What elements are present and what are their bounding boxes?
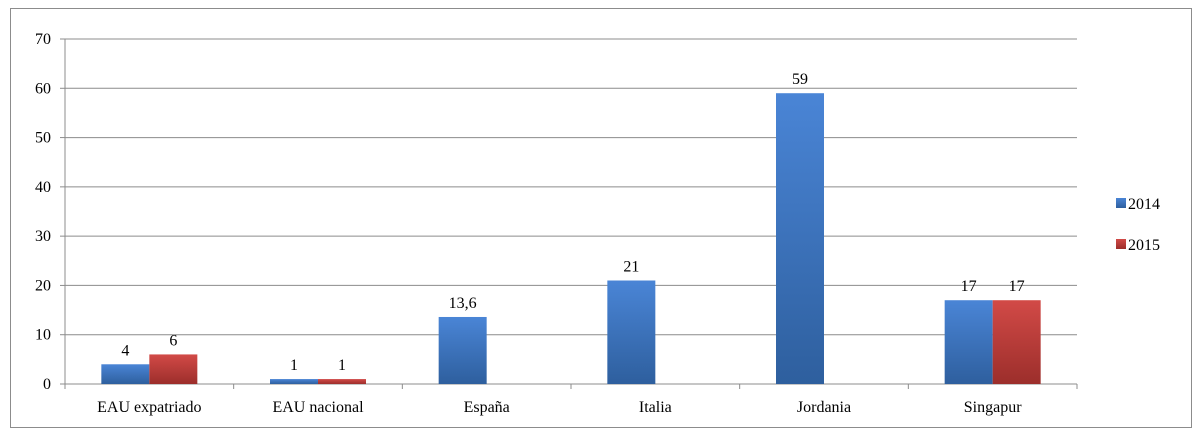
bar-2014-5	[944, 300, 993, 384]
y-tick-label: 40	[35, 179, 51, 196]
data-label-2014-1: 1	[290, 357, 298, 374]
category-label: España	[464, 399, 510, 416]
legend-swatch-2014	[1116, 198, 1126, 208]
category-label: Italia	[639, 399, 672, 416]
y-tick-label: 50	[35, 130, 51, 147]
y-tick-label: 60	[35, 80, 51, 97]
bar-2015-5	[992, 300, 1041, 384]
data-label-2014-5: 17	[961, 278, 977, 295]
bar-2014-1	[270, 379, 318, 384]
data-label-2014-0: 4	[121, 342, 129, 359]
data-label-2014-2: 13,6	[449, 295, 477, 312]
category-label: Jordania	[797, 399, 851, 416]
bar-2014-0	[101, 364, 150, 384]
y-tick-label: 10	[35, 327, 51, 344]
legend-swatch-2015	[1116, 239, 1126, 249]
category-label: Singapur	[964, 399, 1022, 416]
y-tick-label: 30	[35, 228, 51, 245]
legend-label-2015: 2015	[1128, 237, 1160, 254]
bar-2014-3	[607, 280, 656, 384]
data-label-2014-3: 21	[623, 259, 639, 276]
data-label-2014-4: 59	[792, 71, 808, 88]
bar-2014-2	[438, 316, 487, 384]
y-tick-label: 70	[35, 31, 51, 48]
bar-2015-1	[318, 379, 366, 384]
category-label: EAU nacional	[272, 399, 364, 416]
category-label: EAU expatriado	[97, 399, 201, 416]
bar-2015-0	[149, 354, 198, 384]
labels: 0 10 20 30 40 50 60 70 4 6 EAU expatriado 1 1 EAU nac…	[35, 31, 1025, 416]
data-label-2015-1: 1	[338, 357, 346, 374]
legend-label-2014: 2014	[1128, 196, 1160, 213]
legend: 2014 2015	[1116, 196, 1160, 254]
gridlines	[65, 38, 1077, 336]
y-tick-label: 20	[35, 277, 51, 294]
bar-2014-4	[776, 93, 824, 384]
data-label-2015-0: 6	[169, 332, 177, 349]
bars	[101, 93, 1041, 384]
axes	[60, 38, 1078, 389]
data-label-2015-5: 17	[1009, 278, 1025, 295]
y-tick-label: 0	[43, 376, 51, 393]
